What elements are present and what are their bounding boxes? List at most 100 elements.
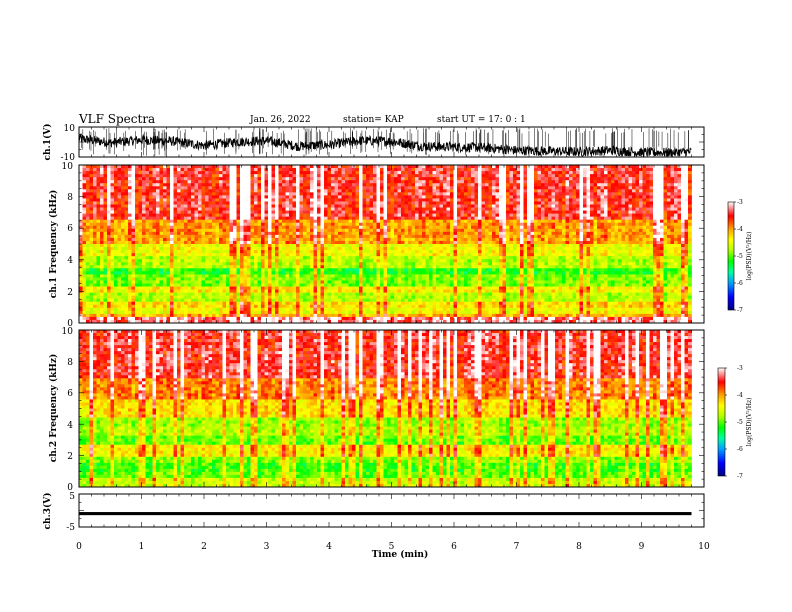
spectrogram-cell	[649, 174, 654, 178]
spectrogram-cell	[635, 195, 640, 199]
spectrogram-cell	[429, 234, 433, 239]
spectrogram-cell	[649, 225, 654, 230]
spectrogram-cell	[128, 244, 132, 248]
spectrogram-cell	[376, 171, 381, 175]
spectrogram-cell	[261, 240, 265, 245]
spectrogram-cell	[282, 244, 286, 248]
spectrogram-cell	[558, 174, 563, 178]
spectrogram-cell	[271, 207, 276, 211]
spectrogram-cell	[516, 210, 521, 214]
spectrogram-cell	[310, 183, 314, 187]
spectrogram-cell	[289, 225, 293, 230]
spectrogram-cell	[684, 174, 689, 178]
spectrogram-cell	[156, 216, 160, 221]
spectrogram-cell	[341, 168, 346, 172]
spectrogram-cell	[145, 183, 150, 187]
spectrogram-cell	[149, 192, 153, 196]
spectrogram-cell	[383, 204, 388, 208]
spectrogram-cell	[667, 228, 671, 233]
spectrogram-cell	[327, 237, 332, 242]
spectrogram-cell	[422, 174, 426, 178]
spectrogram-cell	[282, 234, 286, 239]
spectrogram-cell	[551, 183, 556, 187]
spectrogram-cell	[544, 204, 549, 208]
spectrogram-cell	[177, 171, 181, 175]
spectrogram-cell	[180, 225, 185, 230]
spectrogram-cell	[670, 186, 675, 190]
spectrogram-cell	[254, 222, 258, 227]
spectrogram-cell	[191, 195, 195, 199]
spectrogram-cell	[359, 222, 363, 227]
spectrogram-cell	[187, 180, 192, 184]
spectrogram-cell	[411, 168, 416, 172]
spectrogram-cell	[628, 192, 633, 196]
spectrogram-cell	[352, 207, 356, 211]
spectrogram-cell	[502, 234, 507, 239]
spectrogram-cell	[208, 237, 213, 242]
spectrogram-cell	[114, 231, 118, 236]
spectrogram-cell	[495, 228, 500, 233]
spectrogram-cell	[639, 174, 643, 178]
spectrogram-cell	[184, 198, 188, 202]
spectrogram-cell	[236, 216, 241, 221]
spectrogram-cell	[320, 204, 325, 208]
spectrogram-cell	[450, 174, 454, 178]
spectrogram-cell	[282, 189, 286, 193]
spectrogram-cell	[443, 225, 447, 230]
spectrogram-cell	[275, 204, 279, 208]
spectrogram-cell	[527, 210, 531, 214]
spectrogram-cell	[313, 186, 318, 190]
spectrogram-cell	[299, 201, 304, 205]
spectrogram-cell	[408, 244, 412, 248]
spectrogram-cell	[219, 216, 223, 221]
spectrogram-cell	[271, 186, 276, 190]
spectrogram-cell	[341, 198, 346, 202]
spectrogram-cell	[457, 183, 461, 187]
spectrogram-cell	[107, 195, 111, 199]
spectrogram-cell	[282, 177, 286, 181]
spectrogram-cell	[89, 201, 94, 205]
spectrogram-cell	[590, 213, 594, 218]
spectrogram-cell	[103, 219, 108, 224]
spectrogram-cell	[236, 234, 241, 239]
spectrogram-cell	[289, 210, 293, 214]
spectrogram-cell	[79, 177, 83, 181]
spectrogram-cell	[243, 213, 248, 218]
spectrogram-cell	[628, 186, 633, 190]
spectrogram-cell	[611, 210, 615, 214]
spectrogram-cell	[310, 180, 314, 184]
spectrogram-cell	[313, 213, 318, 218]
spectrogram-cell	[338, 192, 342, 196]
spectrogram-cell	[422, 204, 426, 208]
spectrogram-cell	[96, 168, 101, 172]
spectrogram-cell	[100, 231, 104, 236]
ch1-spectrogram-panel: 0 2 4 6 8 10 ch.1 Frequency (kHz)	[48, 162, 705, 329]
spectrogram-cell	[492, 180, 496, 184]
spectrogram-cell	[653, 180, 657, 184]
spectrogram-cell	[534, 237, 538, 242]
spectrogram-cell	[191, 234, 195, 239]
spectrogram-cell	[380, 192, 384, 196]
spectrogram-cell	[639, 165, 643, 169]
spectrogram-cell	[180, 216, 185, 221]
spectrogram-cell	[278, 177, 283, 181]
spectrogram-cell	[236, 186, 241, 190]
spectrogram-cell	[688, 216, 692, 221]
spectrogram-cell	[537, 168, 542, 172]
spectrogram-cell	[663, 225, 668, 230]
spectrogram-cell	[635, 189, 640, 193]
spectrogram-cell	[240, 165, 244, 169]
spectrogram-cell	[212, 207, 216, 211]
spectrogram-cell	[593, 195, 598, 199]
spectrogram-cell	[684, 189, 689, 193]
spectrogram-cell	[212, 219, 216, 224]
spectrogram-cell	[180, 207, 185, 211]
spectrogram-cell	[607, 216, 612, 221]
spectrogram-cell	[586, 198, 591, 202]
spectrogram-cell	[79, 186, 83, 190]
spectrogram-cell	[201, 231, 206, 236]
spectrogram-cell	[180, 171, 185, 175]
spectrogram-cell	[271, 213, 276, 218]
spectrogram-cell	[660, 231, 664, 236]
spectrogram-cell	[275, 210, 279, 214]
